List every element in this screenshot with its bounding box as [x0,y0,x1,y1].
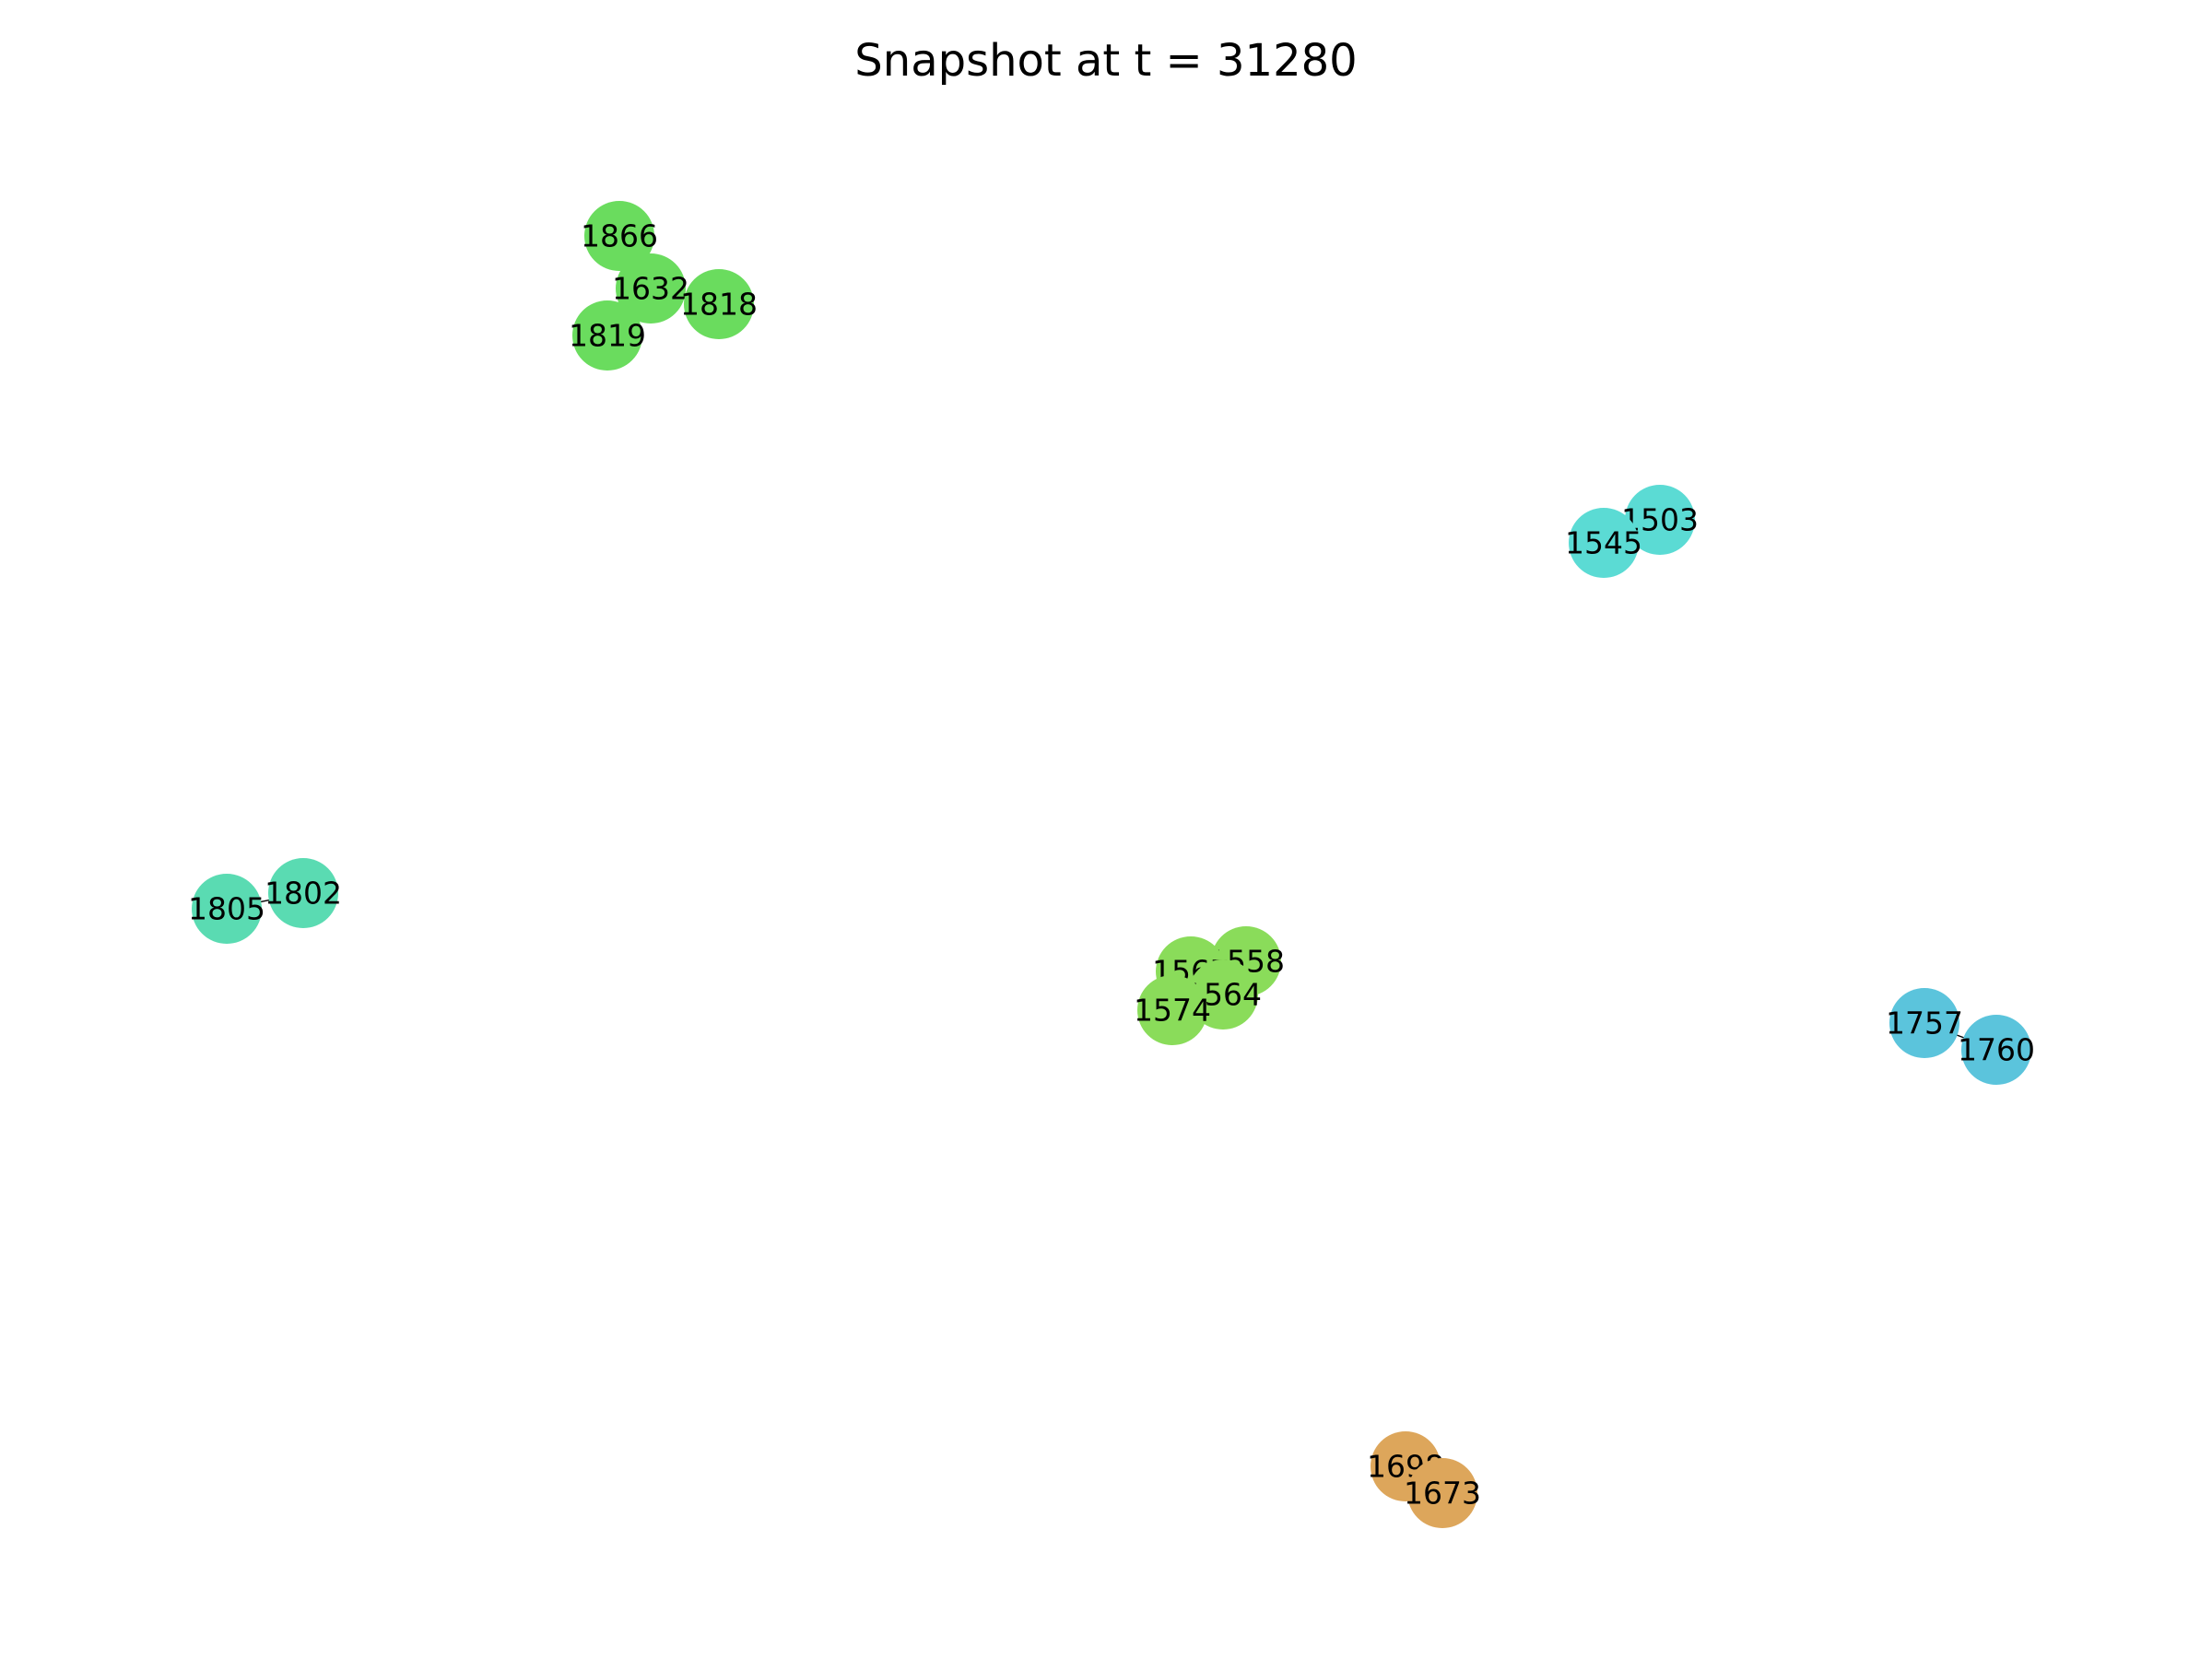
node-circle [1625,485,1695,555]
node-label: 1805 [188,891,265,927]
node-1545: 1545 [1565,508,1642,578]
node-circle [584,201,654,271]
node-label: 1802 [265,876,342,912]
node-circle [1889,988,1959,1058]
node-label: 1866 [581,218,658,254]
node-circle [572,300,642,371]
node-1632: 1632 [612,253,689,324]
chart-title: Snapshot at t = 31280 [854,35,1358,87]
node-1574: 1574 [1134,975,1211,1045]
node-label: 1760 [1958,1032,2035,1068]
node-circle [616,253,686,324]
node-circle [192,874,262,944]
node-1757: 1757 [1886,988,1963,1058]
node-1760: 1760 [1958,1015,2035,1085]
node-label: 1632 [612,271,689,307]
node-1818: 1818 [680,269,758,339]
node-circle [1961,1015,2031,1085]
node-circle [1407,1458,1477,1528]
node-label: 1545 [1565,525,1642,561]
node-label: 1818 [680,287,758,323]
node-circle [1569,508,1639,578]
node-circle [268,858,338,928]
node-label: 1757 [1886,1006,1963,1041]
node-circle [1137,975,1207,1045]
node-circle [684,269,754,339]
node-1805: 1805 [188,874,265,944]
node-layer: 1866163218181819150315451802180515581567… [188,201,2035,1528]
node-label: 1673 [1404,1476,1481,1512]
node-1819: 1819 [569,300,646,371]
node-label: 1574 [1134,993,1211,1029]
node-1802: 1802 [265,858,342,928]
node-1673: 1673 [1404,1458,1481,1528]
edge-layer [226,235,1997,1494]
node-1866: 1866 [581,201,658,271]
node-label: 1819 [569,318,646,354]
